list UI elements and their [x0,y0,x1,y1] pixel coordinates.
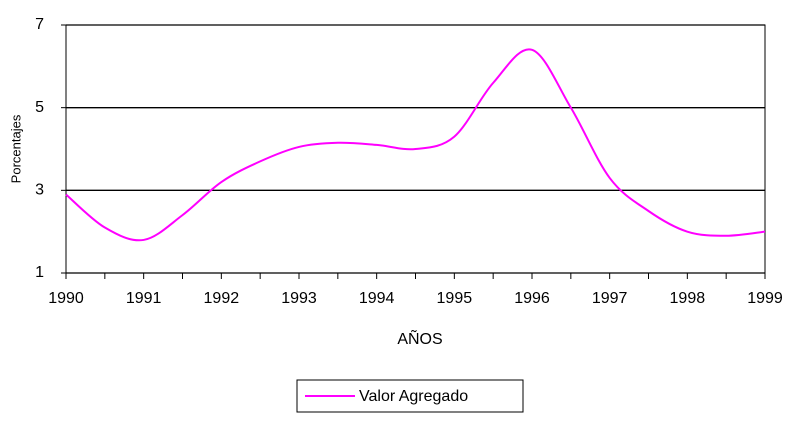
x-tick-label: 1995 [437,290,473,307]
y-tick-label: 3 [35,182,44,199]
x-tick-label: 1996 [514,290,550,307]
x-tick-label: 1990 [48,290,84,307]
y-tick-label: 5 [35,99,44,116]
x-tick-label: 1991 [126,290,162,307]
y-axis-label: Porcentajes [8,114,23,183]
x-tick-label: 1997 [592,290,628,307]
line-series [65,48,766,242]
x-axis-label: AÑOS [397,328,442,348]
y-tick-label: 7 [35,16,44,33]
legend-label: Valor Agregado [359,388,468,405]
x-tick-label: 1992 [204,290,240,307]
x-tick-label: 1993 [281,290,317,307]
x-tick-label: 1998 [670,290,706,307]
x-tick-label: 1994 [359,290,395,307]
x-tick-label: 1999 [747,290,783,307]
y-tick-label: 1 [35,264,44,281]
